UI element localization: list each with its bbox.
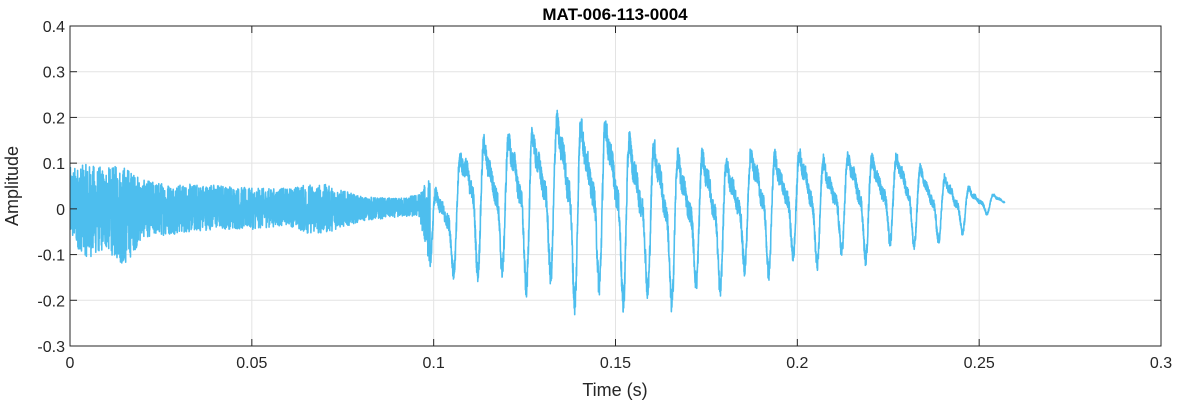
y-tick-label: 0.3 [43,65,65,82]
tick-marks [69,25,1162,347]
x-tick-label: 0.2 [786,355,808,372]
x-tick-label: 0 [66,355,75,372]
y-tick-label: 0 [56,202,65,219]
x-tick-label: 0.25 [964,355,995,372]
signal-line [70,109,1006,316]
y-tick-label: 0.1 [43,156,65,173]
chart-title: MAT-006-113-0004 [542,5,688,24]
x-tick-label: 0.3 [1150,355,1172,372]
y-axis-label: Amplitude [2,146,22,226]
x-axis-label: Time (s) [582,380,647,400]
y-tick-label: -0.2 [37,293,65,310]
x-tick-label: 0.1 [423,355,445,372]
y-tick-label: -0.1 [37,248,65,265]
y-tick-label: 0.4 [43,19,65,36]
x-tick-labels: 0 0.05 0.1 0.15 0.2 0.25 0.3 [66,355,1173,372]
y-tick-labels: -0.3 -0.2 -0.1 0 0.1 0.2 0.3 0.4 [37,19,65,356]
y-tick-label: 0.2 [43,110,65,127]
x-tick-label: 0.05 [236,355,267,372]
x-tick-label: 0.15 [600,355,631,372]
y-tick-label: -0.3 [37,339,65,356]
